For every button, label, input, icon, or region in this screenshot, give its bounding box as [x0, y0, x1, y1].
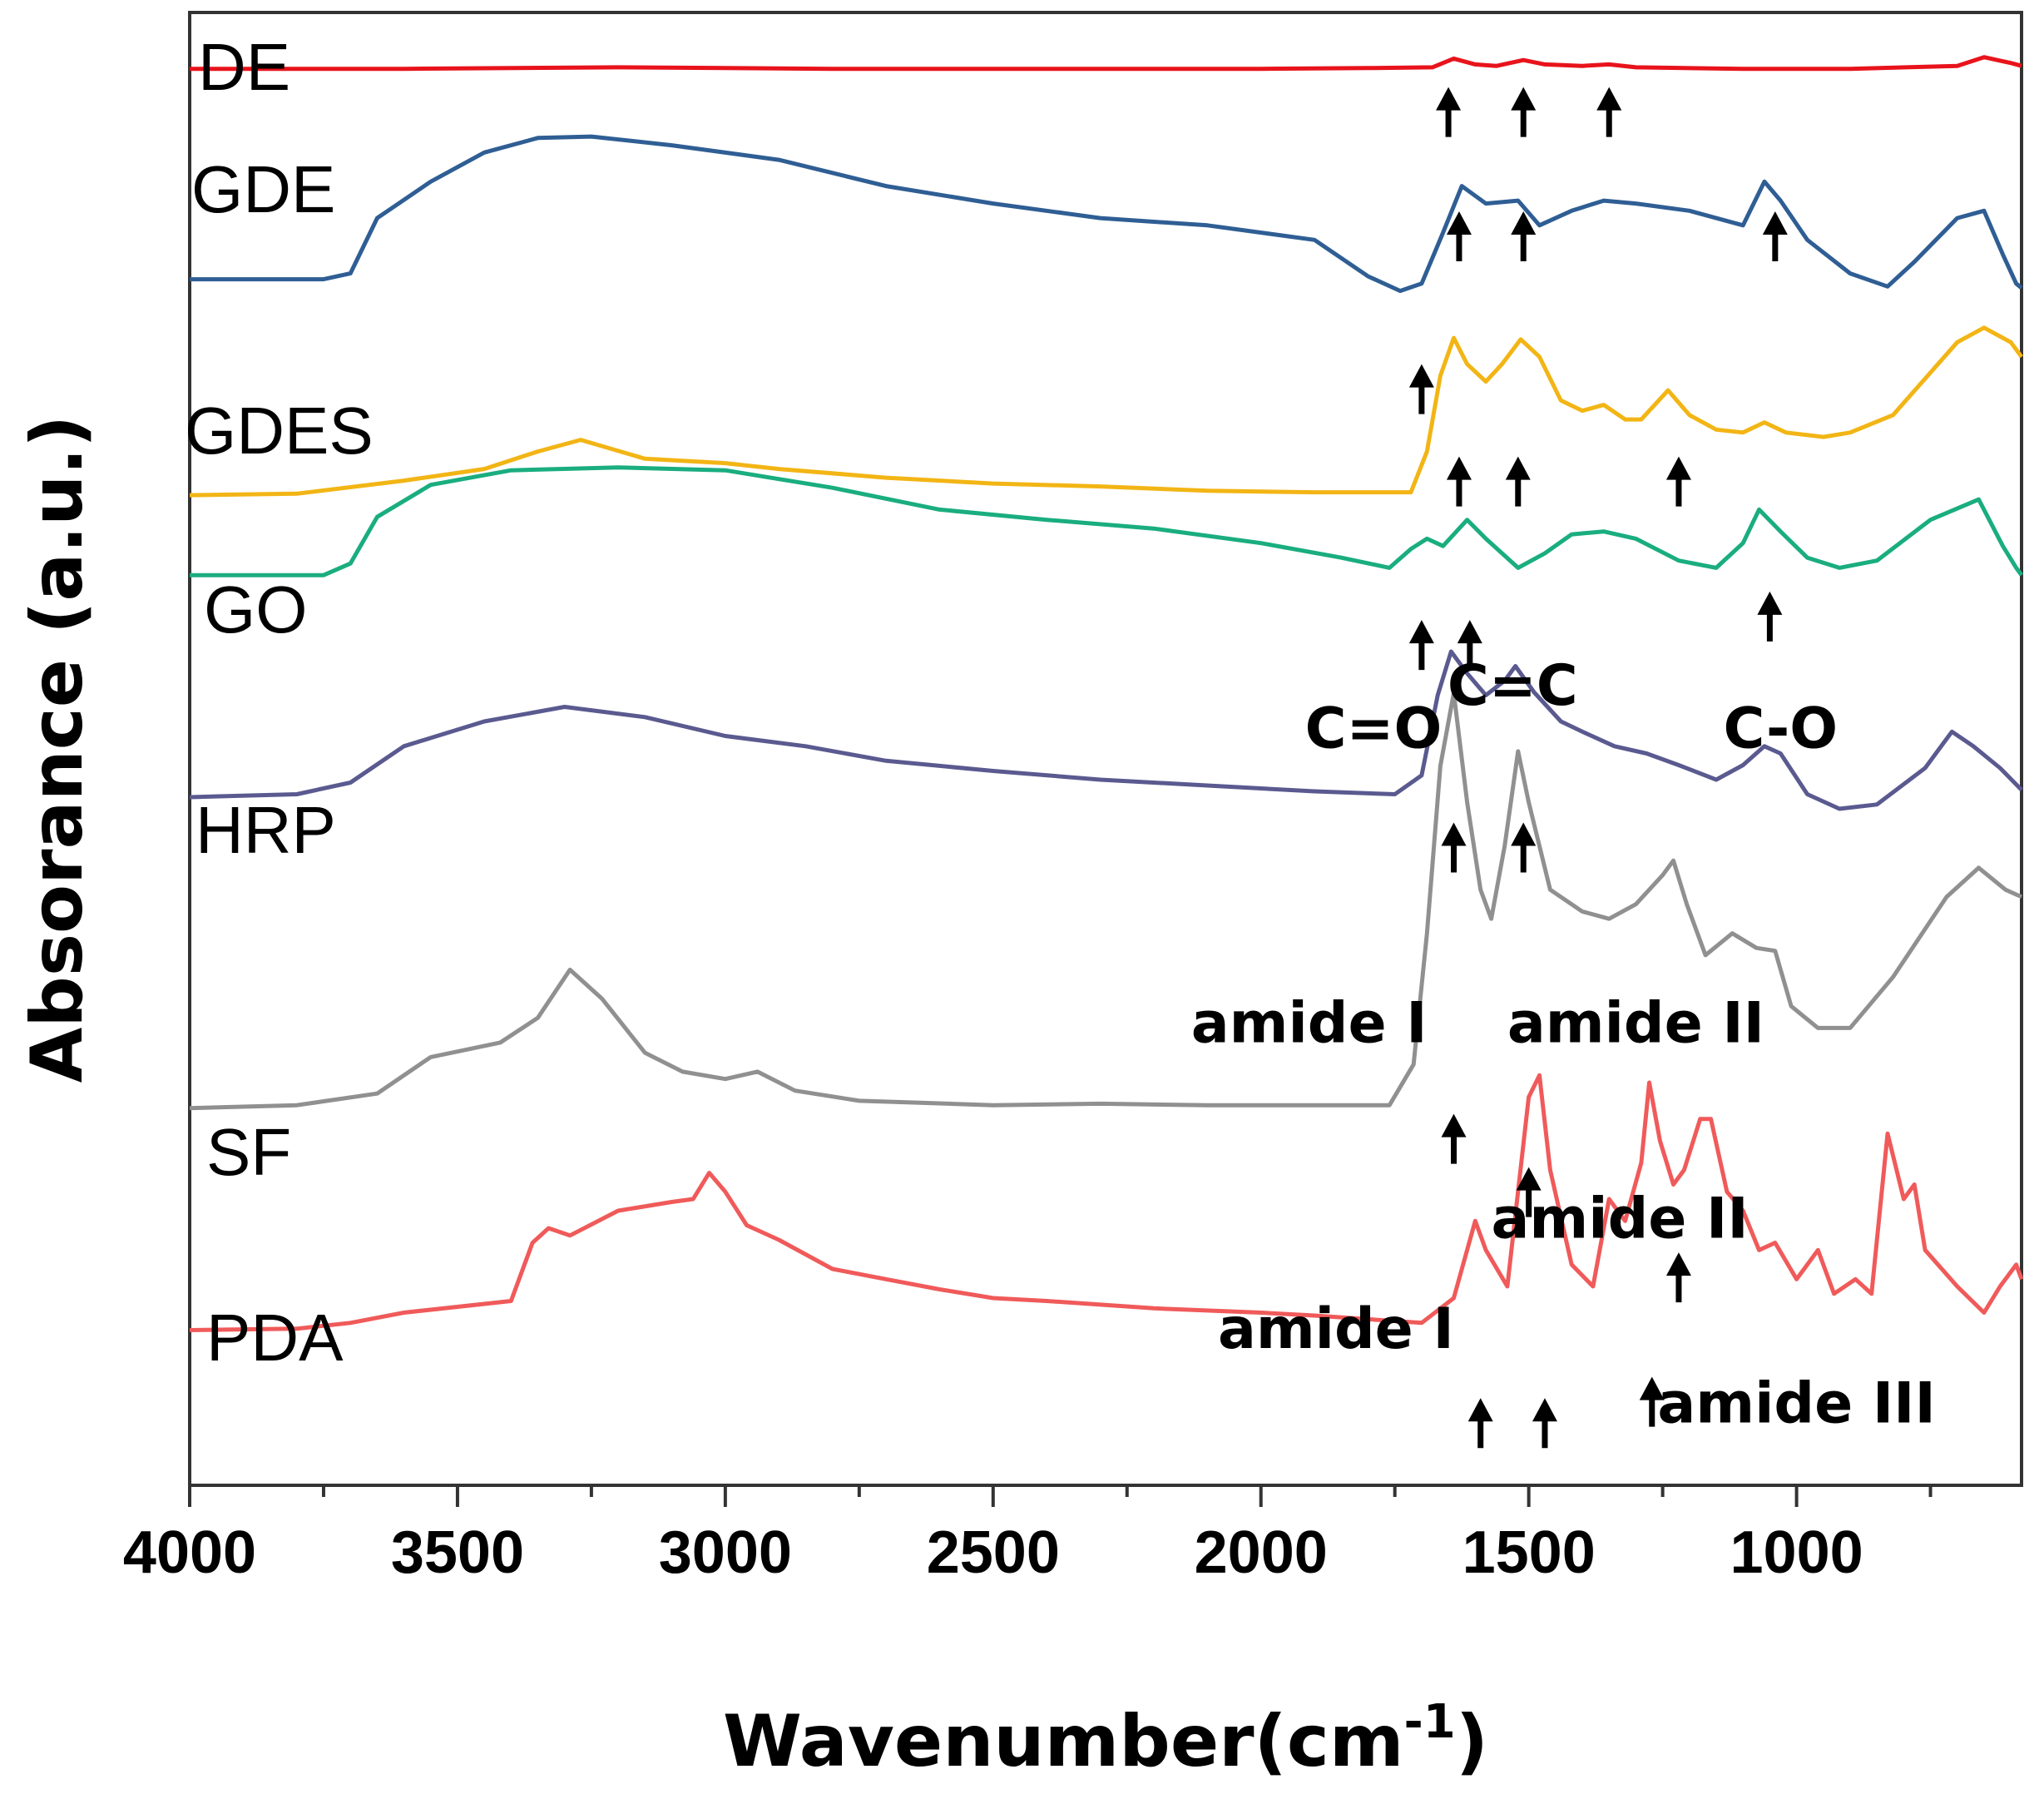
peak-arrow	[1639, 1376, 1665, 1427]
x-axis-title: Wavenumber(cm-1)	[723, 1695, 1488, 1783]
x-tick-label: 3500	[391, 1519, 524, 1586]
spectrum-pda	[189, 1073, 2024, 1332]
spectrum-hrp	[189, 649, 2023, 811]
spectrum-gde	[190, 134, 2023, 294]
peak-arrow	[1441, 1113, 1467, 1164]
peak-arrow	[1511, 211, 1537, 262]
x-axis-ticks: 4000 3500 3000 2500 2000 1500 1000	[123, 1485, 1933, 1586]
peak-arrow	[1762, 211, 1788, 262]
peak-annotation: C=O	[1305, 696, 1443, 761]
peak-arrow	[1516, 1167, 1542, 1217]
spectrum-sf	[189, 691, 2023, 1111]
series-labels: DE GDE GDES GO HRP SF PDA	[185, 30, 374, 1375]
peak-annotation: amide II	[1507, 991, 1764, 1057]
series-label-pda: PDA	[206, 1301, 344, 1375]
peak-arrow	[1457, 620, 1482, 671]
x-tick-label: 3000	[659, 1519, 792, 1586]
series-label-gde: GDE	[191, 152, 335, 226]
x-tick-label: 4000	[123, 1519, 256, 1586]
peak-arrow	[1665, 456, 1691, 507]
peak-annotation: amide I	[1191, 991, 1428, 1057]
series-label-hrp: HRP	[195, 793, 336, 867]
peak-annotation: C-O	[1724, 696, 1839, 761]
peak-annotation: amide III	[1657, 1371, 1935, 1437]
x-tick-label: 2500	[927, 1519, 1060, 1586]
peak-arrow	[1596, 87, 1622, 137]
plot-frame	[188, 11, 2023, 1487]
series-label-go: GO	[204, 572, 307, 647]
peak-arrow	[1436, 87, 1462, 137]
peak-arrow	[1446, 456, 1472, 507]
series-label-sf: SF	[206, 1115, 291, 1189]
peak-annotation: amide II	[1492, 1187, 1749, 1252]
y-axis-title: Absorance (a.u.)	[16, 415, 99, 1083]
spectra	[189, 55, 2024, 1332]
peak-arrow	[1665, 1252, 1691, 1303]
peak-annotations: C=OC=C C-O amide I amide II amide II amide I a…	[1191, 653, 1936, 1437]
series-label-gdes: GDES	[185, 394, 374, 468]
x-tick-label: 1000	[1730, 1519, 1863, 1586]
peak-arrow	[1511, 87, 1537, 137]
peak-arrow	[1408, 364, 1434, 414]
peak-arrow	[1757, 591, 1783, 642]
peak-arrow	[1441, 822, 1467, 873]
peak-arrows	[1408, 87, 1788, 1449]
peak-arrow	[1511, 822, 1537, 873]
peak-arrow	[1532, 1398, 1557, 1449]
x-tick-label: 2000	[1195, 1519, 1328, 1586]
peak-arrow	[1446, 211, 1472, 262]
peak-arrow	[1408, 620, 1434, 671]
peak-arrow	[1505, 456, 1531, 507]
spectrum-go	[190, 465, 2024, 577]
x-tick-label: 1500	[1462, 1519, 1596, 1586]
series-label-de: DE	[198, 30, 290, 104]
peak-arrow	[1467, 1398, 1493, 1449]
peak-annotation: C=C	[1448, 653, 1578, 719]
spectrum-gdes	[189, 325, 2024, 498]
peak-annotation: amide I	[1218, 1296, 1454, 1362]
spectrum-de	[190, 55, 2022, 72]
